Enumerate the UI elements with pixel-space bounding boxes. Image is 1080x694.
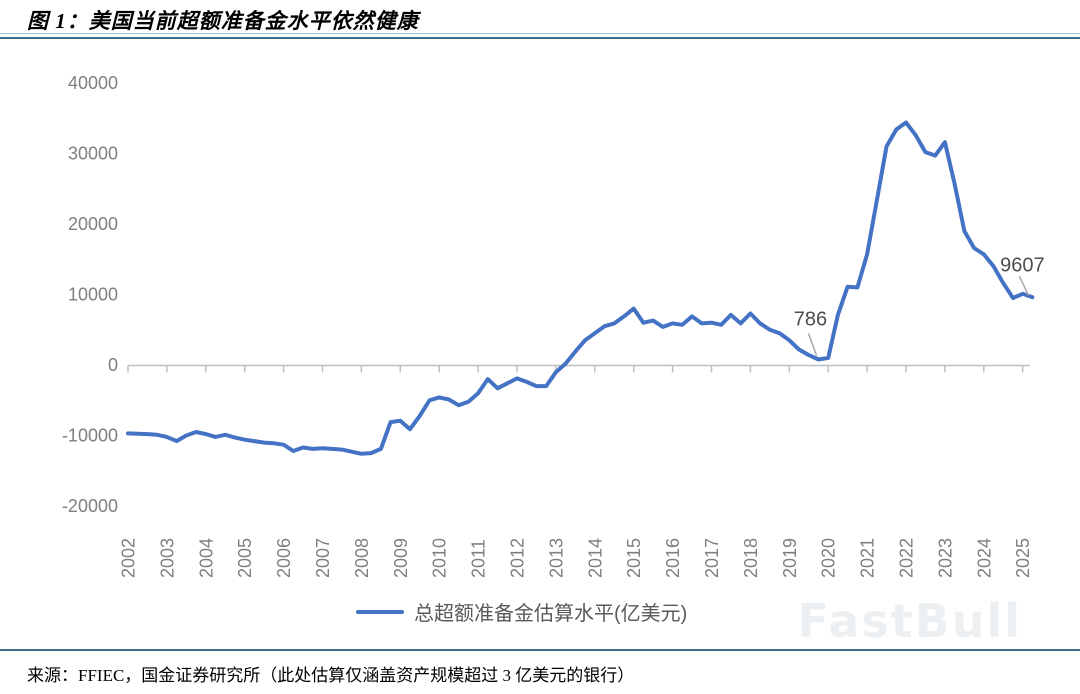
x-axis-label: 2024: [974, 538, 994, 578]
y-axis-label: -20000: [62, 496, 118, 516]
y-axis-label: 20000: [68, 214, 118, 234]
y-axis-label: 30000: [68, 144, 118, 164]
x-axis-label: 2021: [858, 538, 878, 578]
y-axis-label: 10000: [68, 285, 118, 305]
x-axis-label: 2019: [780, 538, 800, 578]
annotation-label: 9607: [1000, 254, 1045, 276]
x-axis-label: 2007: [313, 538, 333, 578]
top-rule-dark: [0, 37, 1080, 39]
bottom-rule: [0, 649, 1080, 651]
x-axis-label: 2008: [352, 538, 372, 578]
legend-label: 总超额准备金估算水平(亿美元): [414, 603, 688, 625]
figure-title: 图 1：美国当前超额准备金水平依然健康: [27, 9, 419, 33]
top-rule-light: [0, 33, 1080, 34]
x-axis-label: 2023: [935, 538, 955, 578]
x-axis-label: 2015: [624, 538, 644, 578]
fastbull-watermark: FastBull: [797, 594, 1022, 648]
x-axis-label: 2010: [430, 538, 450, 578]
x-axis-label: 2017: [702, 538, 722, 578]
x-axis-label: 2006: [274, 538, 294, 578]
source-note: 来源：FFIEC，国金证券研究所（此处估算仅涵盖资产规模超过 3 亿美元的银行）: [27, 666, 635, 685]
x-axis-label: 2016: [663, 538, 683, 578]
x-axis-label: 2004: [196, 538, 216, 578]
chart-legend: 总超额准备金估算水平(亿美元): [356, 597, 687, 626]
excess-reserves-line: [126, 120, 1035, 456]
annotation-leader-line: [1018, 275, 1030, 296]
legend-line-swatch: [356, 609, 404, 614]
x-axis-label: 2018: [741, 538, 761, 578]
x-axis-label: 2009: [391, 538, 411, 578]
y-axis-label: 40000: [68, 73, 118, 93]
x-axis-label: 2022: [897, 538, 917, 578]
x-axis-label: 2020: [819, 538, 839, 578]
annotation-label: 786: [794, 308, 827, 330]
x-axis-label: 2002: [119, 538, 139, 578]
y-axis-label: 0: [108, 355, 118, 375]
y-axis-label: -10000: [62, 426, 118, 446]
annotation-leader-line: [807, 333, 818, 356]
x-axis-label: 2005: [235, 538, 255, 578]
x-axis-label: 2011: [469, 539, 489, 578]
x-axis-label: 2013: [546, 538, 566, 578]
x-axis-label: 2025: [1013, 538, 1033, 578]
x-axis-label: 2003: [157, 538, 177, 578]
x-axis-label: 2012: [508, 538, 528, 578]
x-axis-label: 2014: [585, 538, 605, 578]
